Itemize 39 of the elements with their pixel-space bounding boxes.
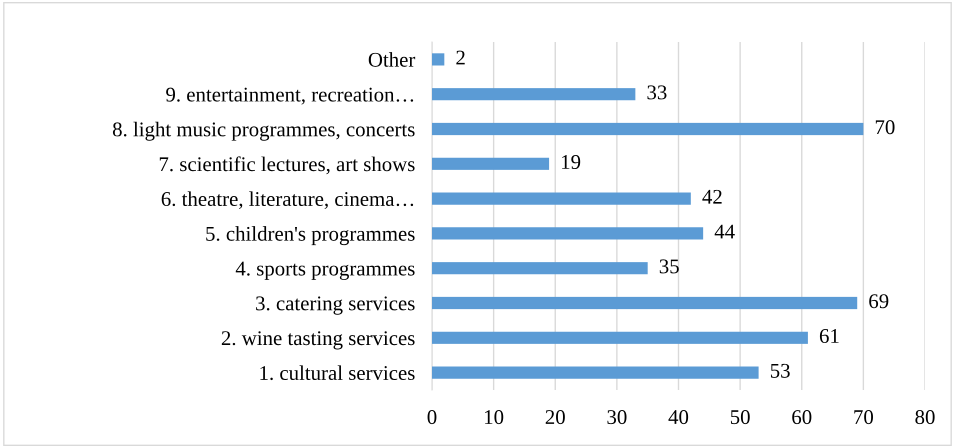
y-tick-label: 7. scientific lectures, art shows [160, 156, 415, 174]
data-label: 19 [562, 155, 580, 170]
data-label: 2 [456, 50, 465, 64]
data-label: 70 [876, 120, 895, 134]
y-tick-label: 5. children's programmes [206, 226, 415, 246]
y-tick-label: 1. cultural services [260, 365, 415, 380]
y-tick-label: Other [368, 52, 416, 67]
x-tick-label: 0 [428, 410, 436, 424]
x-tick-label: 20 [546, 410, 565, 424]
data-label: 44 [714, 224, 735, 238]
y-tick-label: 6. theatre, literature, cinema… [162, 191, 414, 210]
data-label: 53 [770, 364, 790, 378]
bar [432, 53, 444, 66]
bar [432, 158, 550, 170]
data-label: 33 [647, 85, 666, 100]
bar [432, 366, 759, 379]
bar [432, 296, 858, 310]
y-tick-label: 8. light music programmes, concerts [112, 122, 415, 141]
y-tick-label: 4. sports programmes [236, 262, 415, 280]
x-tick-label: 70 [854, 410, 873, 424]
bar [432, 332, 808, 344]
data-label: 69 [869, 294, 888, 308]
data-label: 42 [702, 190, 722, 204]
y-tick-label: 2. wine tasting services [222, 331, 415, 350]
data-label: 61 [820, 329, 839, 344]
x-tick-label: 30 [607, 410, 626, 424]
x-tick-label: 80 [915, 410, 935, 424]
data-label: 35 [660, 259, 679, 274]
y-tick-label: 3. catering services [256, 296, 415, 315]
bar [432, 227, 704, 240]
x-tick-label: 10 [485, 410, 504, 424]
bar [432, 192, 691, 205]
bar [432, 122, 864, 136]
bar [432, 88, 636, 100]
x-tick-label: 60 [792, 410, 812, 424]
x-tick-label: 50 [730, 410, 750, 424]
y-tick-label: 9. entertainment, recreation… [166, 88, 414, 105]
x-tick-label: 40 [668, 410, 688, 424]
bar [432, 262, 648, 274]
